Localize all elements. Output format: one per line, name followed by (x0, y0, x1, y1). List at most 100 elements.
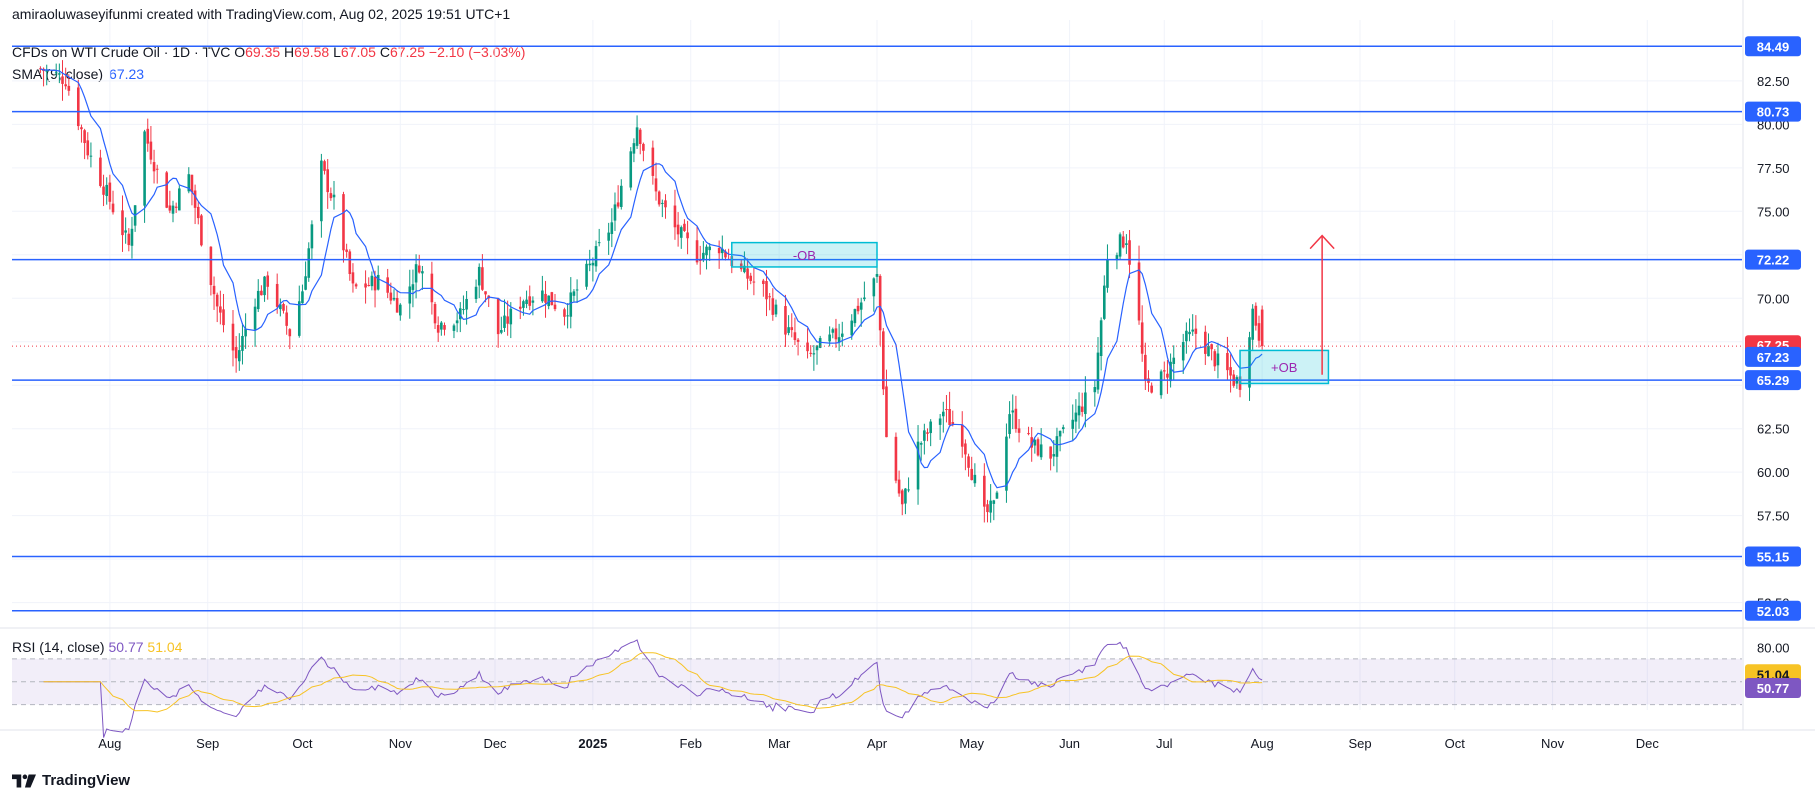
candle[interactable] (1071, 404, 1075, 442)
candle[interactable] (130, 216, 134, 259)
candle[interactable] (528, 285, 532, 311)
candle[interactable] (960, 411, 964, 458)
candle[interactable] (165, 170, 168, 209)
candle[interactable] (61, 60, 64, 101)
candle[interactable] (1008, 401, 1011, 439)
sma-legend[interactable]: SMA (9, close) 67.23 (12, 66, 144, 82)
order-block-box[interactable] (1239, 349, 1330, 385)
tradingview-logo[interactable]: TradingView (12, 772, 130, 789)
candle[interactable] (127, 228, 131, 252)
candle[interactable] (919, 441, 923, 461)
candle[interactable] (541, 275, 544, 303)
candle[interactable] (743, 251, 746, 274)
candle[interactable] (850, 314, 854, 340)
candle[interactable] (635, 115, 639, 149)
candle[interactable] (967, 453, 970, 477)
candle[interactable] (45, 64, 49, 86)
candle[interactable] (80, 124, 83, 143)
candle[interactable] (708, 243, 711, 261)
candle[interactable] (929, 419, 932, 447)
candle[interactable] (399, 303, 402, 321)
candle[interactable] (1207, 333, 1210, 357)
candle[interactable] (266, 271, 270, 300)
candle[interactable] (1204, 325, 1207, 365)
candle[interactable] (815, 345, 819, 365)
candle[interactable] (661, 199, 664, 218)
candle[interactable] (1125, 234, 1128, 254)
candle[interactable] (1226, 336, 1229, 380)
candle[interactable] (200, 214, 203, 247)
candle[interactable] (995, 490, 999, 499)
candle[interactable] (544, 280, 547, 318)
candle[interactable] (1159, 369, 1163, 399)
candle[interactable] (1058, 430, 1062, 452)
candle[interactable] (105, 177, 109, 205)
candle[interactable] (496, 297, 500, 348)
candle[interactable] (433, 301, 437, 330)
candle[interactable] (882, 327, 885, 396)
candle[interactable] (354, 282, 358, 289)
candle[interactable] (395, 289, 399, 313)
candle[interactable] (237, 333, 241, 371)
candle[interactable] (654, 162, 658, 201)
candle[interactable] (938, 413, 942, 440)
candle[interactable] (1191, 314, 1194, 336)
candle[interactable] (970, 456, 974, 481)
candle[interactable] (986, 499, 989, 523)
candle[interactable] (297, 285, 301, 338)
candle[interactable] (417, 254, 421, 274)
candle[interactable] (1061, 424, 1065, 434)
candle[interactable] (241, 322, 244, 365)
candle[interactable] (518, 296, 522, 320)
candle[interactable] (771, 288, 775, 321)
candle[interactable] (168, 190, 172, 214)
candle[interactable] (702, 241, 705, 263)
candle[interactable] (863, 281, 866, 302)
candle[interactable] (840, 321, 844, 347)
candle[interactable] (651, 140, 655, 185)
candle[interactable] (329, 187, 333, 201)
candle[interactable] (1213, 349, 1217, 372)
candle[interactable] (500, 316, 503, 335)
candle[interactable] (342, 191, 345, 263)
candle[interactable] (408, 269, 412, 319)
candle[interactable] (1144, 342, 1147, 391)
candle[interactable] (301, 284, 304, 304)
candle[interactable] (364, 270, 367, 304)
candle[interactable] (793, 317, 797, 346)
candle[interactable] (99, 149, 102, 188)
candle[interactable] (657, 190, 661, 207)
candle[interactable] (856, 298, 860, 315)
candle[interactable] (926, 428, 929, 442)
candle[interactable] (222, 293, 225, 333)
candle[interactable] (1049, 446, 1052, 471)
candle[interactable] (787, 315, 790, 336)
projection-arrow[interactable] (1309, 234, 1335, 375)
candle[interactable] (679, 225, 683, 249)
candle[interactable] (1229, 354, 1232, 393)
candle[interactable] (1039, 428, 1043, 460)
levels[interactable] (12, 45, 1742, 612)
candle[interactable] (1096, 337, 1100, 394)
candle[interactable] (1093, 380, 1097, 407)
candle[interactable] (1084, 376, 1087, 428)
candle[interactable] (304, 261, 307, 291)
candle[interactable] (619, 179, 623, 210)
candle[interactable] (1005, 423, 1008, 503)
candle[interactable] (585, 259, 588, 290)
candle[interactable] (1185, 322, 1188, 354)
symbol-legend[interactable]: CFDs on WTI Crude Oil · 1D · TVC O69.35 … (12, 44, 525, 60)
candle[interactable] (632, 138, 636, 163)
candle[interactable] (1118, 232, 1122, 260)
candle[interactable] (275, 273, 279, 314)
candle[interactable] (594, 240, 598, 272)
candle[interactable] (941, 401, 945, 433)
candle[interactable] (323, 159, 326, 175)
candle[interactable] (1077, 392, 1081, 429)
candle[interactable] (1235, 375, 1239, 389)
candle[interactable] (244, 313, 247, 349)
candle[interactable] (721, 235, 724, 260)
candle[interactable] (1055, 427, 1059, 473)
candle[interactable] (989, 484, 992, 523)
candle[interactable] (285, 305, 288, 335)
